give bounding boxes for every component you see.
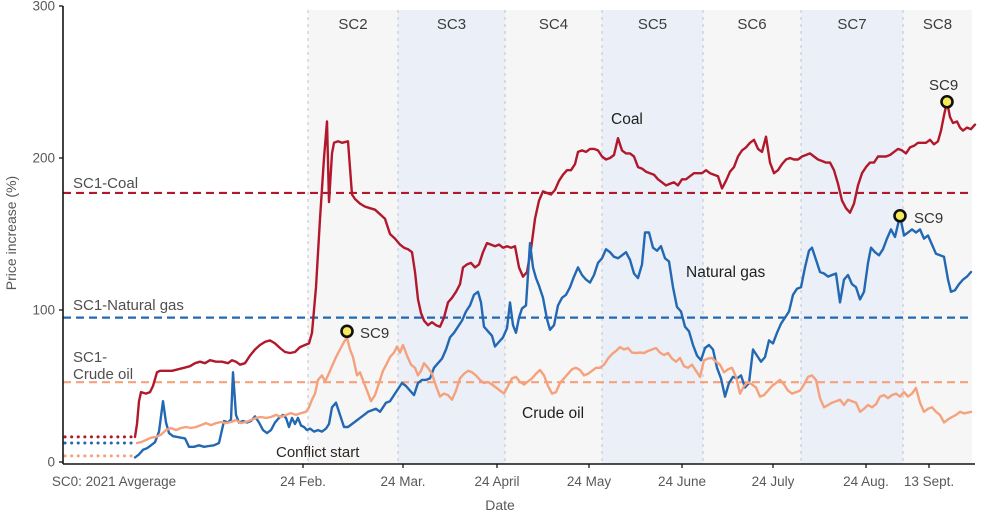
crude-oil-series-label: Crude oil bbox=[522, 405, 584, 422]
y-axis-title: Price increase (%) bbox=[3, 176, 19, 290]
scenario-band-sc2 bbox=[308, 10, 398, 464]
sc9-marker-label: SC9 bbox=[914, 210, 943, 227]
band-label-sc5: SC5 bbox=[638, 16, 667, 33]
x-tick-label: 24 Aug. bbox=[843, 474, 889, 489]
y-tick-label: 300 bbox=[32, 0, 55, 14]
scenario-band-sc4 bbox=[505, 10, 602, 464]
band-label-sc3: SC3 bbox=[437, 16, 466, 33]
x-tick-label: 24 July bbox=[752, 474, 795, 489]
band-label-sc4: SC4 bbox=[539, 16, 568, 33]
x-tick-label: 24 April bbox=[474, 474, 519, 489]
conflict-start-annotation: Conflict start bbox=[276, 444, 360, 461]
sc9-marker-label: SC9 bbox=[360, 325, 389, 342]
sc1-coal-label: SC1-Coal bbox=[73, 175, 138, 192]
x-tick-label: 24 Mar. bbox=[380, 474, 425, 489]
sc1-natural-gas-label: SC1-Natural gas bbox=[73, 297, 184, 314]
sc9-marker-crude-oil bbox=[340, 324, 354, 339]
scenario-band-sc6 bbox=[703, 10, 801, 464]
band-label-sc6: SC6 bbox=[737, 16, 766, 33]
y-tick-label: 200 bbox=[32, 151, 55, 166]
scenario-band-sc5 bbox=[602, 10, 703, 464]
x-tick-label: 13 Sept. bbox=[904, 474, 954, 489]
y-tick-label: 100 bbox=[32, 303, 55, 318]
x-tick-label: SC0: 2021 Avgerage bbox=[52, 474, 176, 489]
x-tick-label: 24 Feb. bbox=[280, 474, 326, 489]
crude-oil-line bbox=[135, 336, 973, 445]
sc9-marker-label: SC9 bbox=[929, 77, 958, 94]
coal-line bbox=[133, 100, 977, 439]
sc1-crude-oil-label: SC1- bbox=[73, 349, 107, 366]
x-axis-title: Date bbox=[485, 497, 515, 513]
natural-gas-line bbox=[133, 214, 973, 459]
sc1-crude-oil-label: Crude oil bbox=[73, 366, 133, 383]
x-tick-label: 24 June bbox=[658, 474, 706, 489]
y-tick-label: 0 bbox=[47, 455, 55, 470]
band-label-sc7: SC7 bbox=[837, 16, 866, 33]
band-label-sc2: SC2 bbox=[338, 16, 367, 33]
sc9-marker-coal bbox=[940, 94, 954, 109]
x-tick-label: 24 May bbox=[567, 474, 612, 489]
coal-series-label: Coal bbox=[611, 111, 643, 128]
band-label-sc8: SC8 bbox=[923, 16, 952, 33]
natural-gas-series-label: Natural gas bbox=[686, 264, 766, 281]
sc9-marker-natural-gas bbox=[893, 208, 907, 223]
